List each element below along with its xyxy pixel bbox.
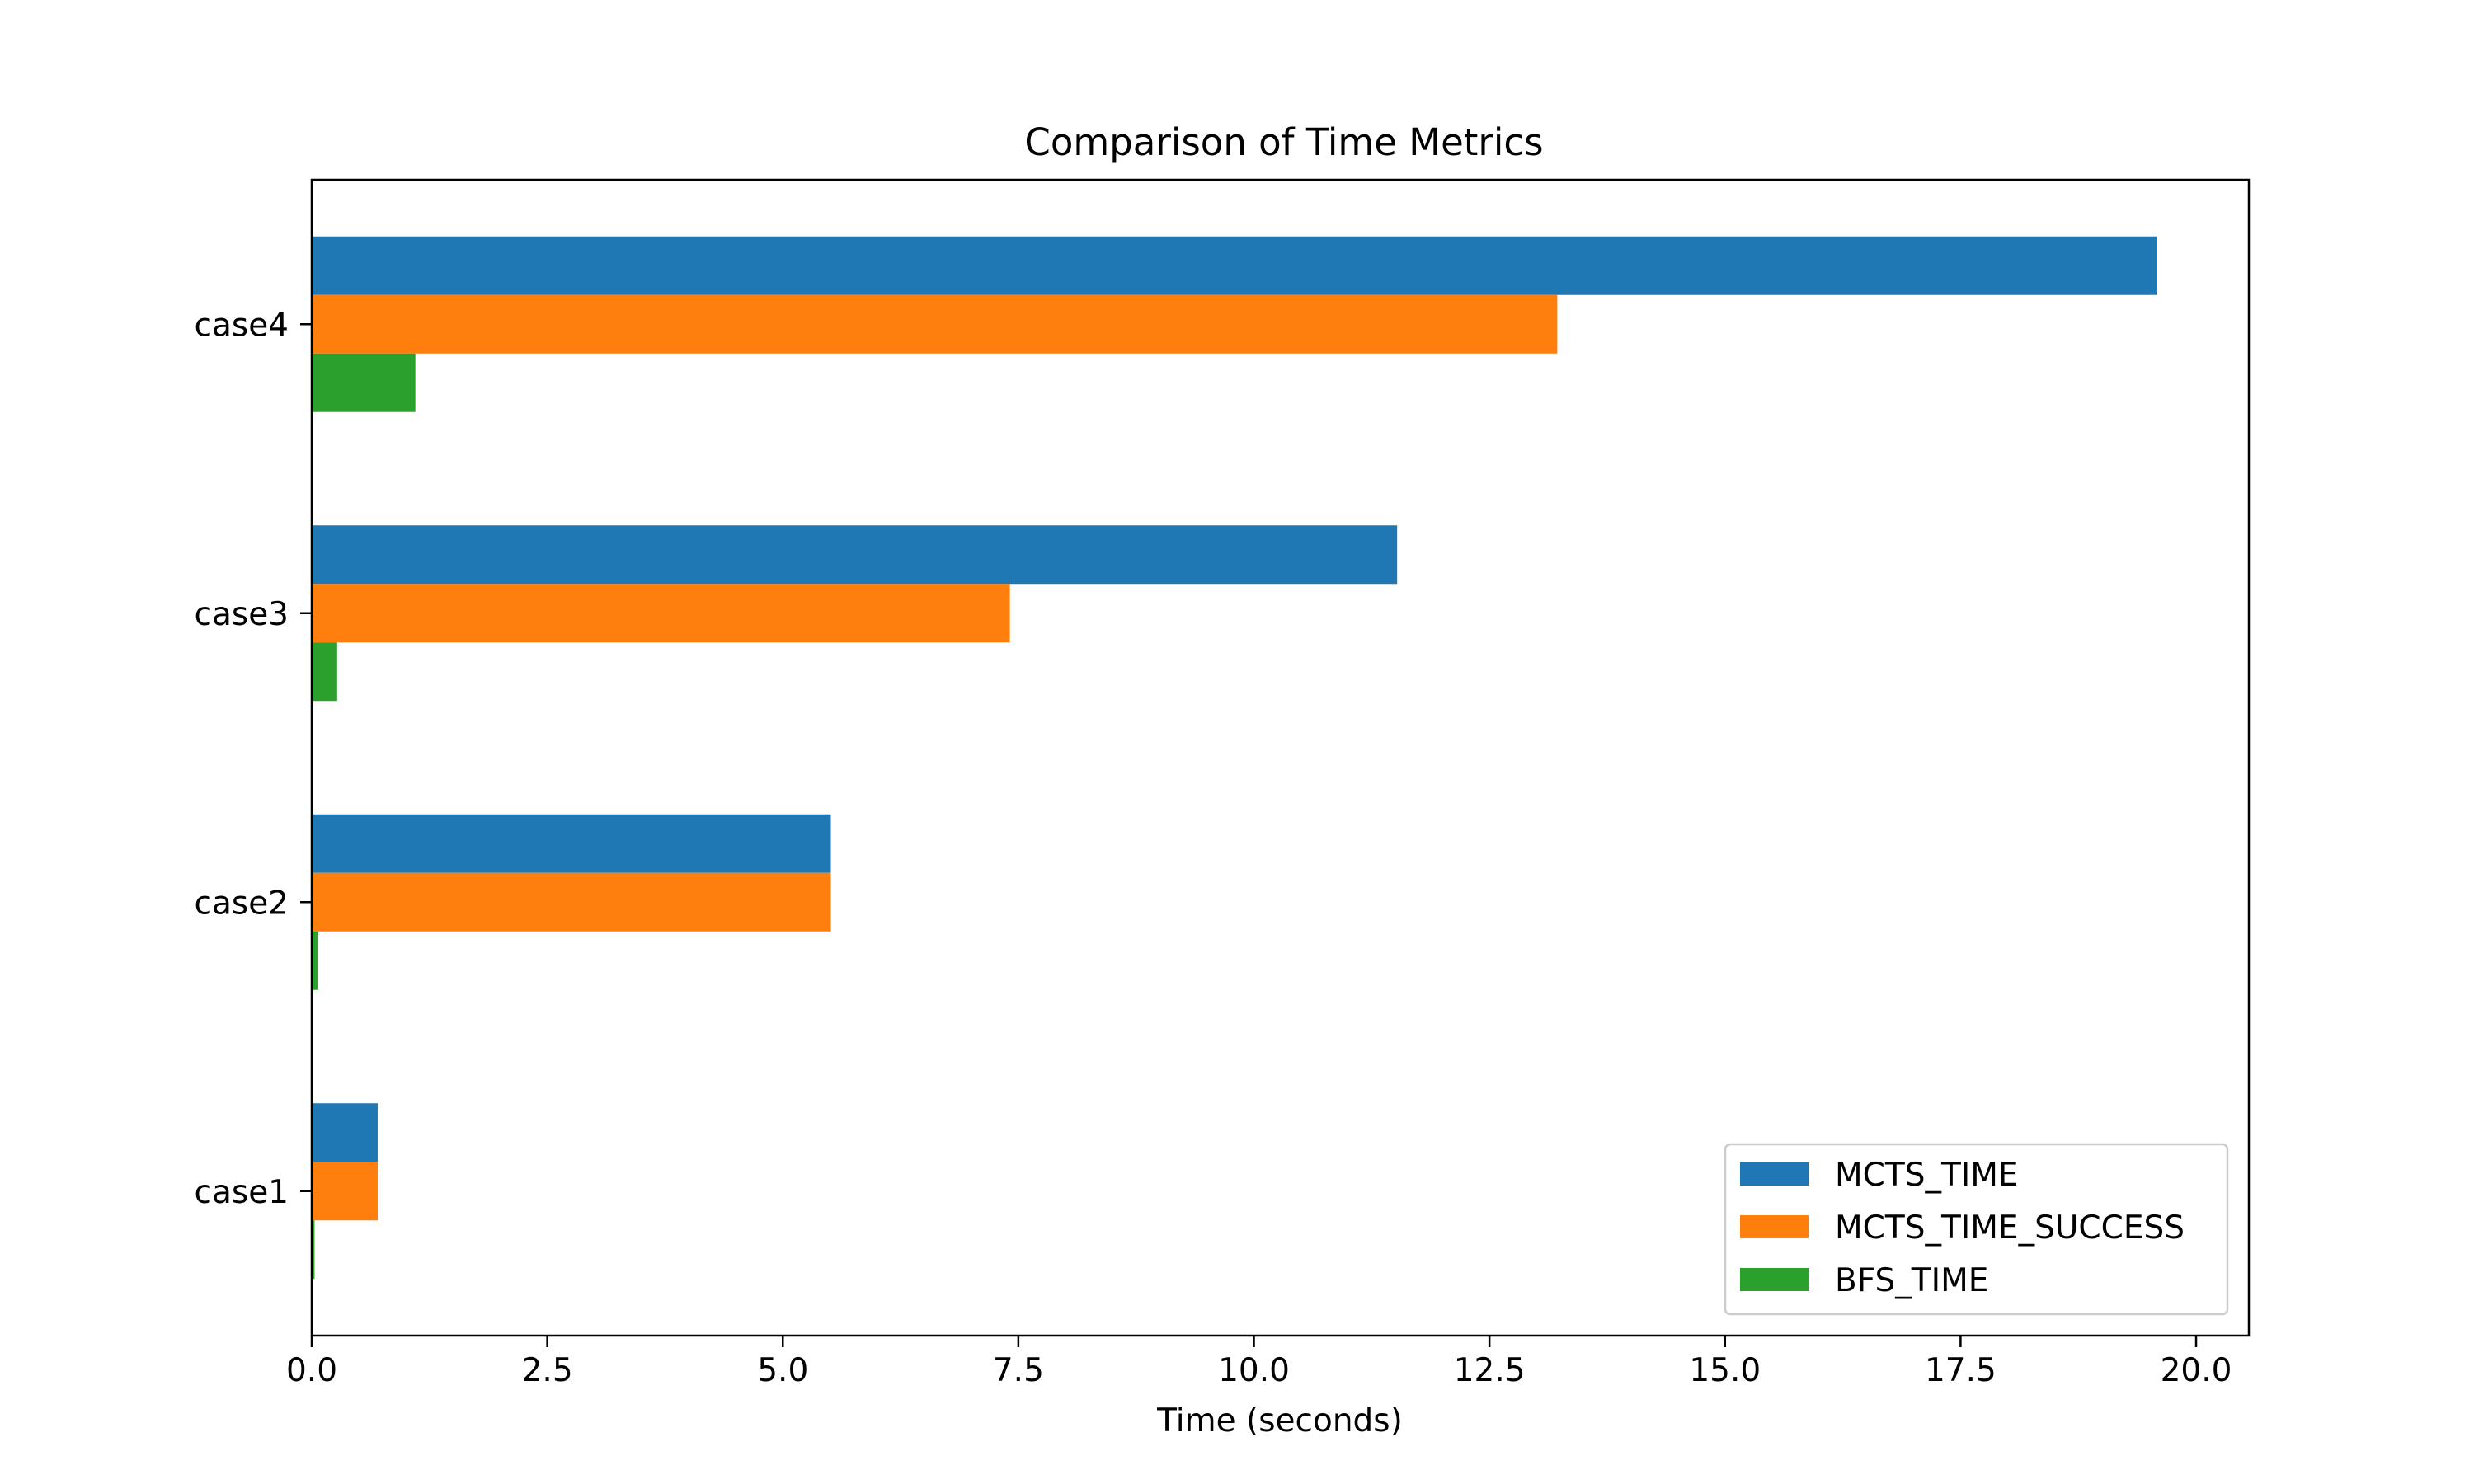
bar-case1-mcts-time	[312, 1103, 378, 1162]
bar-case2-mcts-time-success	[312, 872, 831, 932]
bar-case3-mcts-time-success	[312, 584, 1010, 643]
x-tick-label: 0.0	[286, 1352, 337, 1389]
y-tick-label: case4	[195, 307, 289, 344]
legend-label: MCTS_TIME_SUCCESS	[1835, 1209, 2185, 1247]
x-axis: 0.0 2.5 5.0 7.5 10.0 12.5 15.0 17.5 20.0	[286, 1336, 2232, 1389]
bar-case3-bfs-time	[312, 642, 337, 702]
legend-label: MCTS_TIME	[1835, 1157, 2019, 1194]
bar-case4-mcts-time-success	[312, 294, 1558, 354]
legend: MCTS_TIME MCTS_TIME_SUCCESS BFS_TIME	[1724, 1143, 2229, 1316]
bar-case2-mcts-time	[312, 814, 831, 873]
bar-case3-mcts-time	[312, 525, 1398, 585]
x-tick-label: 17.5	[1925, 1352, 1997, 1389]
bar-case1-mcts-time-success	[312, 1162, 378, 1221]
x-tick-label: 2.5	[522, 1352, 573, 1389]
bar-case4-bfs-time	[312, 353, 416, 412]
legend-swatch	[1740, 1162, 1809, 1186]
chart-title: Comparison of Time Metrics	[1024, 120, 1543, 164]
y-tick-label: case2	[195, 885, 289, 922]
bar-case2-bfs-time	[312, 931, 318, 990]
plot-area	[312, 236, 2157, 1280]
y-tick-label: case1	[195, 1174, 289, 1211]
legend-label: BFS_TIME	[1835, 1262, 1988, 1299]
x-axis-label: Time (seconds)	[1156, 1402, 1403, 1439]
x-tick-label: 15.0	[1689, 1352, 1761, 1389]
y-tick-label: case3	[195, 596, 289, 633]
x-tick-label: 5.0	[757, 1352, 808, 1389]
axes-frame	[310, 178, 2251, 1337]
bar-case4-mcts-time	[312, 236, 2157, 295]
legend-swatch	[1740, 1215, 1809, 1238]
legend-box	[1724, 1143, 2229, 1316]
legend-swatch	[1740, 1268, 1809, 1291]
x-tick-label: 7.5	[993, 1352, 1044, 1389]
x-tick-label: 12.5	[1454, 1352, 1526, 1389]
bar-case1-bfs-time	[312, 1220, 315, 1280]
x-tick-label: 10.0	[1218, 1352, 1290, 1389]
x-tick-label: 20.0	[2161, 1352, 2232, 1389]
y-axis: case1 case2 case3 case4	[195, 307, 312, 1211]
